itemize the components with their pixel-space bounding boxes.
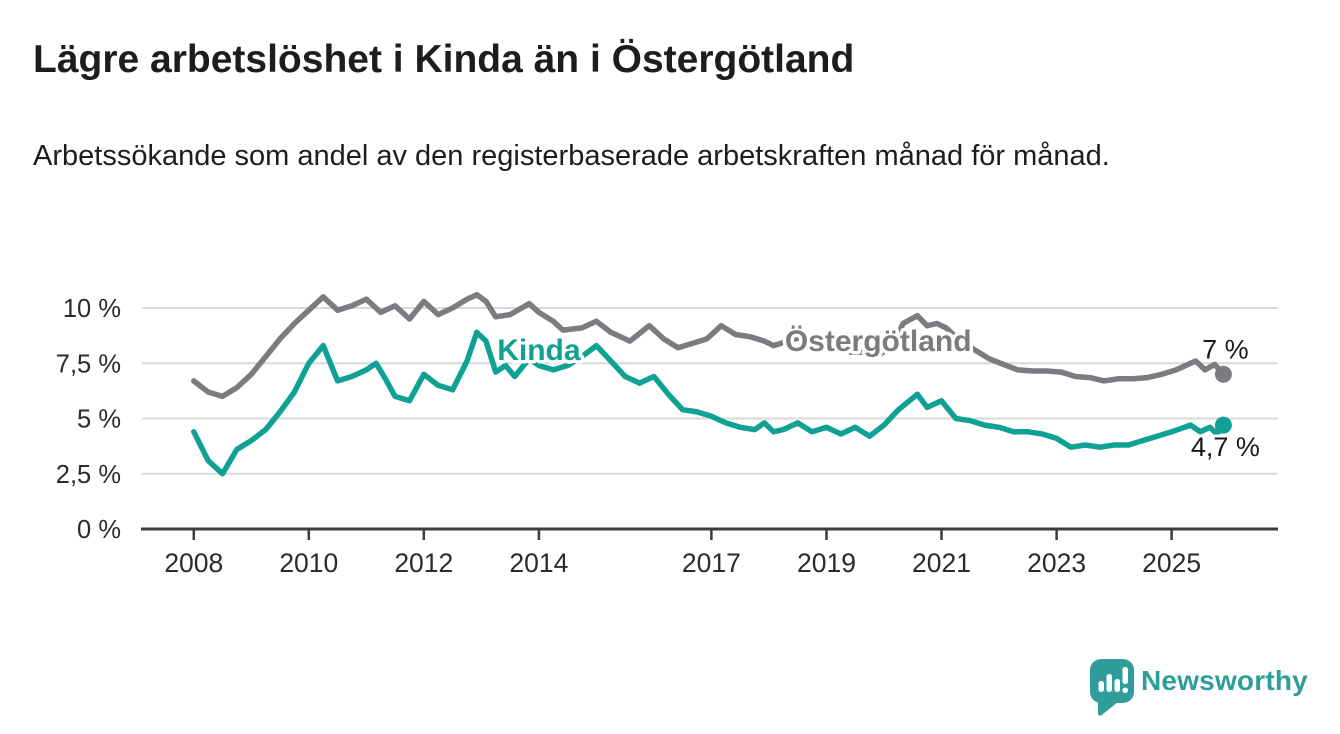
kinda-end-value-label: 4,7 % [1191, 432, 1260, 462]
x-tick-label: 2025 [1142, 548, 1201, 578]
kinda-series-label: Kinda [497, 334, 581, 367]
ostergotland-series-label: Östergötland [785, 325, 972, 358]
x-tick-label: 2014 [509, 548, 568, 578]
x-tick-label: 2019 [797, 548, 856, 578]
page-title: Lägre arbetslöshet i Kinda än i Östergöt… [33, 38, 855, 81]
ostergotland-end-dot [1214, 365, 1232, 383]
kinda-end-dot [1214, 416, 1232, 434]
y-tick-label: 7,5 % [56, 350, 121, 378]
x-tick-label: 2008 [164, 548, 223, 578]
y-tick-label: 2,5 % [56, 461, 121, 489]
x-tick-label: 2010 [279, 548, 338, 578]
x-tick-label: 2023 [1027, 548, 1086, 578]
y-tick-label: 10 % [63, 295, 121, 323]
newsworthy-logo: Newsworthy [1088, 654, 1338, 724]
page-subtitle: Arbetssökande som andel av den registerb… [33, 140, 1110, 172]
y-tick-label: 5 % [77, 406, 121, 434]
newsworthy-chart-bubble-icon [1090, 659, 1134, 716]
x-tick-label: 2017 [682, 548, 741, 578]
ostergotland-end-value-label: 7 % [1202, 334, 1249, 364]
ostergotland-line [191, 291, 1227, 400]
newsworthy-wordmark: Newsworthy [1141, 665, 1308, 696]
x-tick-label: 2012 [394, 548, 453, 578]
y-tick-label: 0 % [77, 516, 121, 544]
kinda-line [191, 329, 1227, 477]
x-tick-label: 2021 [912, 548, 971, 578]
